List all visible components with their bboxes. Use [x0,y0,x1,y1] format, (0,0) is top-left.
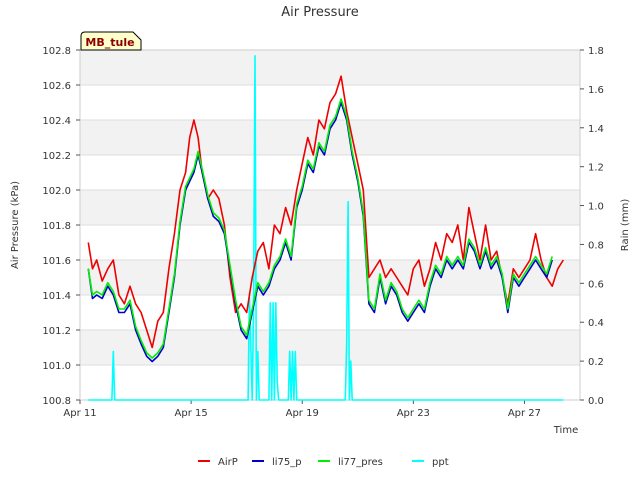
y-axis-right: 0.0 0.2 0.4 0.6 0.8 1.0 1.2 1.4 1.6 1.8 [580,46,604,407]
y2-tick-label: 1.4 [588,124,604,135]
y-tick-label: 101.6 [42,256,71,267]
x-tick-label: Apr 15 [175,408,208,419]
y-tick-label: 102.2 [42,151,71,162]
site-label-box: MB_tule [80,31,142,51]
series-line-AirP [87,75,564,349]
y2-tick-label: 0.6 [588,279,604,290]
legend-label-li75_p: li75_p [272,457,302,468]
y-tick-label: 102.6 [42,81,71,92]
y-tick-label: 100.8 [42,396,71,407]
y-tick-label: 102.8 [42,46,71,57]
site-label-frame [80,31,142,51]
legend: AirP li75_p li77_pres ppt [198,457,449,468]
y-tick-label: 101.4 [42,291,71,302]
x-tick-label: Apr 11 [63,408,96,419]
plot-band [80,190,580,225]
x-tick-label: Apr 23 [397,408,430,419]
y2-tick-label: 1.2 [588,163,604,174]
chart-title: Air Pressure [281,5,359,20]
x-axis-label: Time [553,425,578,436]
y-axis-left: 100.8 101.0 101.2 101.4 101.6 101.8 102.0 102.2… [42,46,80,407]
y-axis-label: Air Pressure (kPa) [10,181,21,269]
plot-band [80,50,580,85]
y2-tick-label: 1.8 [588,46,604,57]
series-lines [87,54,564,401]
y2-tick-label: 1.6 [588,85,604,96]
x-tick-label: Apr 19 [286,408,319,419]
y-tick-label: 101.0 [42,361,71,372]
legend-label-AirP: AirP [218,457,238,468]
y-tick-label: 101.8 [42,221,71,232]
y2-axis-label: Rain (mm) [620,199,631,252]
x-axis: Apr 11 Apr 15 Apr 19 Apr 23 Apr 27 [63,400,541,419]
y-tick-label: 102.0 [42,186,71,197]
y2-tick-label: 0.2 [588,357,604,368]
y2-tick-label: 0.4 [588,318,604,329]
legend-label-li77_pres: li77_pres [338,457,383,468]
series-line-li77_pres [87,98,553,359]
y2-tick-label: 1.0 [588,202,604,213]
x-tick-label: Apr 27 [508,408,541,419]
series-line-ppt [88,54,564,401]
y-tick-label: 102.4 [42,116,71,127]
y2-tick-label: 0.8 [588,240,604,251]
y-tick-label: 101.2 [42,326,71,337]
legend-label-ppt: ppt [432,457,449,468]
y2-tick-label: 0.0 [588,396,604,407]
plot-band [80,260,580,295]
site-label-text: MB_tule [85,36,134,49]
